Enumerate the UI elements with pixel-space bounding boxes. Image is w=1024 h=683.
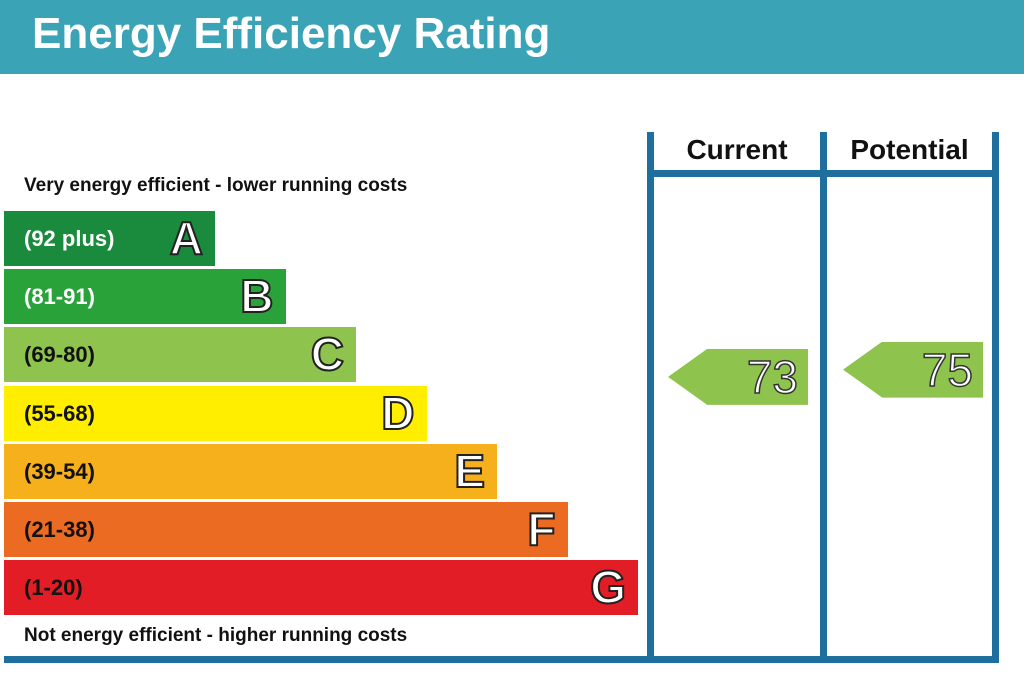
band-range-label: (55-68) — [24, 400, 95, 426]
band-letter: B — [239, 269, 274, 323]
column-divider — [820, 132, 827, 662]
current-column-left-border — [647, 132, 654, 662]
potential-column-header: Potential — [850, 134, 969, 165]
title-bar: Energy Efficiency Rating — [0, 0, 1024, 74]
potential-rating-arrow: 75 — [843, 341, 983, 398]
band-letter: F — [526, 502, 556, 556]
potential-rating-value: 75 — [921, 343, 974, 397]
band-range-label: (92 plus) — [24, 226, 115, 251]
header-divider — [647, 170, 999, 177]
band-range-label: (69-80) — [24, 342, 95, 368]
band-letter: C — [310, 327, 345, 381]
current-column-header: Current — [686, 134, 788, 165]
band-e: (39-54) E — [4, 443, 497, 499]
band-letter: D — [380, 386, 415, 440]
chart-bottom-border — [4, 656, 999, 663]
top-caption: Very energy efficient - lower running co… — [24, 175, 408, 196]
band-range-label: (39-54) — [24, 458, 95, 484]
band-f: (21-38) F — [4, 502, 568, 557]
current-rating-arrow: 73 — [668, 348, 808, 405]
current-rating-value: 73 — [746, 350, 799, 404]
band-letter: A — [169, 211, 204, 265]
band-letter: E — [453, 444, 486, 498]
band-letter: G — [589, 560, 627, 614]
band-range-label: (81-91) — [24, 284, 95, 310]
bottom-caption: Not energy efficient - higher running co… — [24, 625, 408, 646]
chart-title: Energy Efficiency Rating — [32, 9, 551, 58]
band-a: (92 plus) A — [4, 211, 215, 266]
potential-column-right-border — [992, 132, 999, 662]
band-b: (81-91) B — [4, 269, 286, 325]
band-g: (1-20) G — [4, 560, 638, 616]
band-range-label: (1-20) — [24, 575, 83, 601]
band-c: (69-80) C — [4, 327, 356, 383]
band-range-label: (21-38) — [24, 517, 95, 542]
band-d: (55-68) D — [4, 385, 427, 441]
